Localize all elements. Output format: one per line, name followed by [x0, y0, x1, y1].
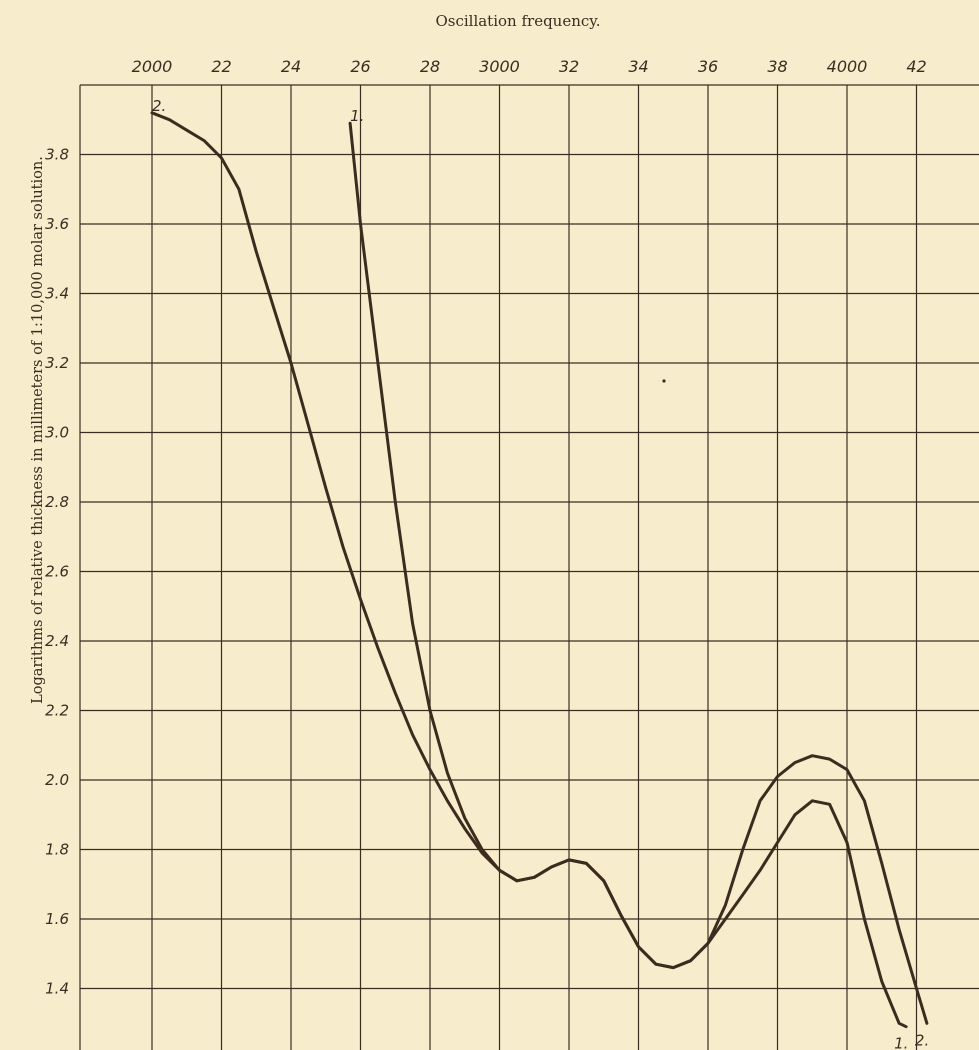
- y-tick-label: 2.8: [45, 493, 69, 511]
- y-tick-label: 1.8: [45, 841, 69, 859]
- y-tick-label: 3.0: [45, 424, 69, 442]
- series-label-end-2: 2.: [915, 1031, 929, 1049]
- y-tick-label: 3.8: [45, 146, 69, 164]
- y-tick-label: 3.4: [45, 285, 69, 303]
- y-tick-labels: 3.8 3.6 3.4 3.2 3.0 2.8 2.6 2.4 2.2 2.0 1.8 1.6 1.4: [45, 146, 69, 998]
- y-axis-label: Logarithms of relative thickness in mill…: [30, 156, 46, 704]
- x-tick-label: 26: [350, 57, 370, 76]
- y-tick-label: 2.0: [45, 771, 69, 789]
- series-line-1: [348, 121, 908, 1029]
- series-line-2: [150, 111, 929, 1025]
- x-tick-label: 3000: [479, 57, 520, 76]
- x-tick-label: 22: [211, 57, 231, 76]
- x-tick-label: 34: [628, 57, 648, 76]
- y-tick-label: 2.4: [45, 632, 69, 650]
- y-tick-label: 2.2: [45, 702, 69, 720]
- x-tick-label: 28: [420, 57, 440, 76]
- series-label-start-1: 1.: [350, 107, 364, 125]
- x-tick-label: 38: [767, 57, 787, 76]
- series-labels: 1. 1. 2. 2.: [152, 97, 929, 1050]
- chart-title: Oscillation frequency.: [435, 12, 600, 30]
- stray-dot: [662, 379, 666, 383]
- x-tick-label: 36: [698, 57, 718, 76]
- series-label-start-2: 2.: [152, 97, 166, 115]
- y-tick-label: 3.2: [45, 354, 69, 372]
- series-label-end-1: 1.: [894, 1035, 908, 1050]
- y-tick-label: 1.6: [45, 910, 69, 928]
- x-tick-labels: 2000 22 24 26 28 3000 32 34 36 38 4000 42: [132, 57, 927, 76]
- grid: [79, 84, 979, 1050]
- y-tick-label: 3.6: [45, 215, 69, 233]
- x-tick-label: 32: [559, 57, 579, 76]
- y-tick-label: 2.6: [45, 563, 69, 581]
- x-tick-label: 24: [281, 57, 301, 76]
- x-tick-label: 2000: [132, 57, 173, 76]
- x-tick-label: 42: [906, 57, 926, 76]
- series-group: [150, 111, 929, 1029]
- x-tick-label: 4000: [827, 57, 868, 76]
- y-tick-label: 1.4: [45, 980, 69, 998]
